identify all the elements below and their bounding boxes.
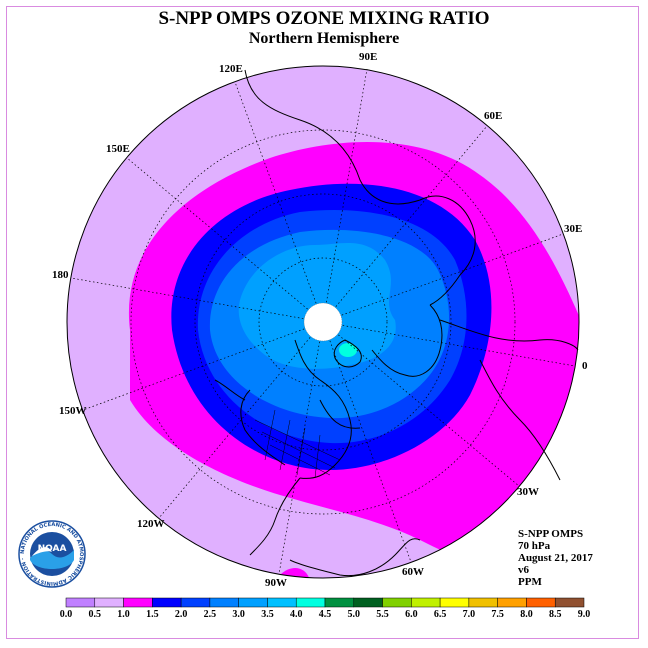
- colorbar-tick-label: 7.5: [491, 609, 504, 620]
- polar-data-gap: [303, 302, 343, 342]
- colorbar-segment: [353, 597, 383, 608]
- colorbar-tick-label: 4.0: [289, 609, 303, 620]
- coast-europe-west: [439, 319, 579, 351]
- ozone-band-3-5: [339, 343, 357, 357]
- colorbar-tick-label: 6.0: [405, 609, 418, 620]
- colorbar-segment: [123, 597, 153, 608]
- colorbar-tick-label: 3.0: [232, 609, 245, 620]
- colorbar-segment: [411, 597, 441, 608]
- colorbar-segment: [295, 597, 326, 608]
- colorbar-segment: [554, 597, 585, 608]
- hemisphere-boundary: [66, 65, 580, 579]
- coast-alaska: [240, 389, 286, 466]
- lon-label-180: 180: [52, 269, 69, 281]
- colorbar-segment: [267, 597, 297, 608]
- us-state-borders: [254, 409, 341, 479]
- lon-label-60e: 60E: [484, 110, 503, 122]
- colorbar-segment: [65, 597, 96, 608]
- lon-label-90e: 90E: [359, 51, 378, 63]
- info-level: 70 hPa: [518, 540, 551, 552]
- info-block: S-NPP OMPS 70 hPa August 21, 2017 v6 PPM: [518, 528, 593, 588]
- colorbar-segment: [497, 597, 527, 608]
- colorbar-segment: [324, 597, 355, 608]
- colorbar-tick-label: 0.5: [88, 609, 102, 620]
- coast-bering: [214, 379, 246, 401]
- colorbar-tick-label: 8.0: [520, 609, 533, 620]
- colorbar-tick-label: 2.5: [203, 609, 217, 620]
- colorbar-tick-label: 9.0: [577, 609, 591, 620]
- colorbar-segment: [152, 597, 182, 608]
- lon-label-30e: 30E: [564, 223, 583, 235]
- info-units: PPM: [518, 576, 542, 588]
- noaa-wave-icon: [30, 550, 74, 569]
- coast-asia: [244, 69, 476, 306]
- lon-label-120e: 120E: [219, 63, 243, 75]
- colorbar-tick-label: 2.0: [174, 609, 188, 620]
- colorbar-segment: [209, 597, 239, 608]
- colorbar-tick-label: 0.0: [59, 609, 73, 620]
- coast-africa: [479, 359, 561, 481]
- lon-label-0: 0: [582, 360, 588, 372]
- noaa-logo-text: NOAA: [38, 544, 67, 554]
- lon-label-150w: 150W: [59, 405, 87, 417]
- lon-label-60w: 60W: [402, 566, 424, 578]
- colorbar-segment: [382, 597, 412, 608]
- noaa-logo: NATIONAL OCEANIC AND ATMOSPHERIC ADMINIS…: [18, 520, 86, 588]
- colorbar-tick-label: 5.0: [347, 609, 361, 620]
- colorbar-segment: [238, 597, 268, 608]
- info-instrument: S-NPP OMPS: [518, 528, 584, 540]
- colorbar-tick-label: 6.5: [433, 609, 447, 620]
- colorbar-segment: [94, 597, 124, 608]
- lon-label-30w: 30W: [517, 486, 539, 498]
- colorbar-segment: [468, 597, 498, 608]
- colorbar-segment: [526, 597, 556, 608]
- coast-canada-east: [294, 339, 352, 479]
- colorbar-tick-label: 4.5: [318, 609, 332, 620]
- ozone-band-1-0-south: [280, 568, 310, 578]
- figure-frame: [6, 6, 639, 639]
- coastlines: [214, 69, 579, 577]
- colorbar: [65, 597, 585, 608]
- coast-hudson-bay: [319, 399, 361, 429]
- lon-label-150e: 150E: [106, 143, 130, 155]
- colorbar-tick-label: 5.5: [376, 609, 389, 620]
- colorbar-tick-label: 7.0: [462, 609, 476, 620]
- colorbar-tick-label: 3.5: [261, 609, 274, 620]
- colorbar-tick-label: 1.0: [117, 609, 130, 620]
- coast-south-america: [289, 538, 421, 577]
- noaa-bird-icon: [32, 547, 52, 556]
- info-date: August 21, 2017: [518, 552, 593, 564]
- colorbar-segment: [180, 597, 211, 608]
- map-subtitle: Northern Hemisphere: [248, 30, 400, 47]
- colorbar-tick-label: 8.5: [548, 609, 562, 620]
- coast-europe-north: [371, 304, 443, 377]
- graticule: [70, 68, 576, 575]
- coast-greenland: [333, 339, 362, 368]
- colorbar-segment: [439, 597, 470, 608]
- info-version: v6: [518, 564, 529, 576]
- coast-central-america: [249, 477, 301, 556]
- lon-label-90w: 90W: [265, 577, 287, 589]
- map-title: S-NPP OMPS OZONE MIXING RATIO: [158, 8, 490, 29]
- colorbar-tick-label: 1.5: [146, 609, 159, 620]
- lon-label-120w: 120W: [137, 518, 165, 530]
